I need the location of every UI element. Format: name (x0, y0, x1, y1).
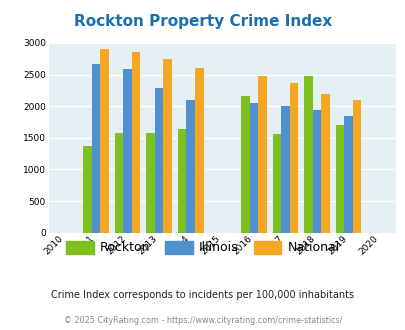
Legend: Rockton, Illinois, National: Rockton, Illinois, National (61, 236, 344, 259)
Bar (289, 83, 297, 233)
Bar (92, 64, 100, 233)
Bar (303, 76, 312, 233)
Text: © 2025 CityRating.com - https://www.cityrating.com/crime-statistics/: © 2025 CityRating.com - https://www.city… (64, 316, 341, 325)
Bar (83, 146, 92, 233)
Text: Crime Index corresponds to incidents per 100,000 inhabitants: Crime Index corresponds to incidents per… (51, 290, 354, 300)
Bar (123, 70, 132, 233)
Bar (146, 133, 155, 233)
Bar (312, 110, 320, 233)
Bar (280, 106, 289, 233)
Bar (194, 68, 203, 233)
Text: Rockton Property Crime Index: Rockton Property Crime Index (74, 14, 331, 29)
Bar (352, 100, 360, 233)
Bar (186, 100, 194, 233)
Bar (132, 52, 140, 233)
Bar (343, 115, 352, 233)
Bar (241, 96, 249, 233)
Bar (320, 94, 329, 233)
Bar (115, 133, 123, 233)
Bar (163, 59, 172, 233)
Bar (249, 103, 258, 233)
Bar (272, 134, 280, 233)
Bar (258, 77, 266, 233)
Bar (100, 49, 109, 233)
Bar (155, 88, 163, 233)
Bar (177, 129, 186, 233)
Bar (335, 125, 343, 233)
